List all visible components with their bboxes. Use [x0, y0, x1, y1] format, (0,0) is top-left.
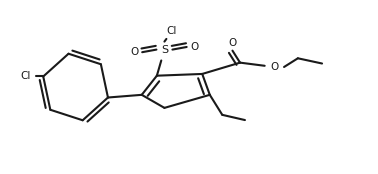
Text: Cl: Cl: [167, 26, 177, 36]
Text: O: O: [191, 42, 199, 52]
Text: O: O: [228, 38, 237, 48]
Text: Cl: Cl: [20, 72, 31, 81]
Text: O: O: [270, 62, 278, 72]
Text: O: O: [130, 47, 138, 57]
Text: S: S: [161, 45, 168, 55]
